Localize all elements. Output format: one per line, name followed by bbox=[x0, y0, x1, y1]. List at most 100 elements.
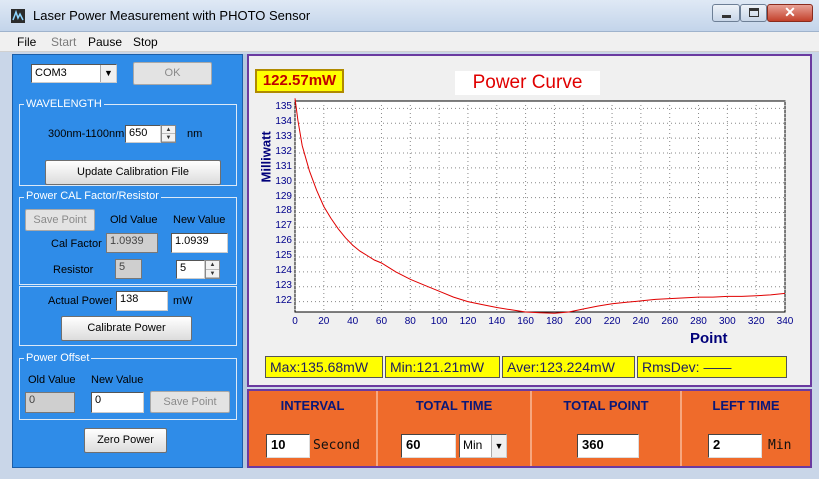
close-icon: ✕ bbox=[784, 4, 796, 20]
y-tick-label: 135 bbox=[275, 101, 292, 113]
x-tick-label: 320 bbox=[747, 316, 765, 327]
y-tick-label: 134 bbox=[275, 116, 292, 128]
interval-input[interactable]: 10 bbox=[266, 434, 310, 458]
stat-min: Min:121.21mW bbox=[385, 356, 500, 378]
x-tick-label: 220 bbox=[603, 316, 621, 327]
minimize-icon bbox=[722, 15, 731, 18]
cal-new-value-header: New Value bbox=[173, 214, 226, 226]
x-tick-label: 80 bbox=[404, 316, 416, 327]
y-tick-label: 133 bbox=[275, 131, 292, 143]
y-tick-label: 122 bbox=[275, 294, 292, 306]
actual-power-input[interactable]: 138 bbox=[116, 291, 168, 311]
x-tick-label: 60 bbox=[375, 316, 388, 327]
wavelength-range-label: 300nm-1100nm bbox=[48, 128, 125, 140]
cal-factor-label: Cal Factor bbox=[51, 238, 102, 250]
total-time-unit-select[interactable]: Min ▼ bbox=[459, 434, 507, 458]
calibrate-power-button[interactable]: Calibrate Power bbox=[61, 316, 192, 341]
cal-factor-new-input[interactable]: 1.0939 bbox=[171, 233, 228, 253]
left-time-unit: Min bbox=[768, 438, 792, 453]
y-tick-label: 130 bbox=[275, 175, 292, 187]
power-readout: 122.57mW bbox=[255, 69, 344, 93]
stat-aver: Aver:123.224mW bbox=[502, 356, 635, 378]
app-icon bbox=[11, 9, 25, 23]
interval-header: INTERVAL bbox=[280, 398, 345, 413]
column-divider bbox=[530, 391, 532, 466]
menu-bar bbox=[0, 32, 819, 52]
y-tick-label: 129 bbox=[275, 190, 292, 202]
zero-power-button[interactable]: Zero Power bbox=[84, 428, 167, 453]
x-tick-label: 260 bbox=[661, 316, 679, 327]
x-tick-label: 300 bbox=[719, 316, 736, 327]
maximize-icon bbox=[749, 8, 759, 17]
cal-old-value-header: Old Value bbox=[110, 214, 158, 226]
left-time-header: LEFT TIME bbox=[712, 398, 780, 413]
offset-save-point-button[interactable]: Save Point bbox=[150, 391, 230, 413]
resistor-spinner[interactable]: ▲ ▼ bbox=[205, 260, 220, 279]
x-tick-label: 40 bbox=[347, 316, 359, 327]
y-tick-label: 126 bbox=[275, 235, 292, 247]
cal-save-point-button[interactable]: Save Point bbox=[25, 209, 95, 231]
y-tick-label: 132 bbox=[275, 146, 292, 157]
power-offset-group-label: Power Offset bbox=[24, 352, 92, 364]
total-time-input[interactable]: 60 bbox=[401, 434, 456, 458]
offset-new-value-header: New Value bbox=[91, 374, 144, 386]
offset-old-value-header: Old Value bbox=[28, 374, 76, 386]
wavelength-spinner[interactable]: ▲ ▼ bbox=[161, 125, 176, 143]
menu-stop[interactable]: Stop bbox=[133, 35, 158, 49]
x-tick-label: 160 bbox=[517, 316, 534, 327]
offset-old-value: 0 bbox=[25, 392, 75, 413]
x-tick-label: 140 bbox=[488, 316, 506, 327]
panel-divider bbox=[243, 54, 247, 468]
maximize-button[interactable] bbox=[740, 4, 767, 22]
ok-button[interactable]: OK bbox=[133, 62, 212, 85]
actual-power-group bbox=[19, 286, 237, 346]
spin-up-icon[interactable]: ▲ bbox=[162, 126, 175, 134]
x-tick-label: 240 bbox=[632, 316, 650, 327]
close-button[interactable]: ✕ bbox=[767, 4, 813, 22]
x-tick-label: 0 bbox=[292, 316, 298, 327]
update-calibration-button[interactable]: Update Calibration File bbox=[45, 160, 221, 185]
x-tick-label: 280 bbox=[690, 316, 707, 327]
x-axis-label: Point bbox=[690, 330, 728, 347]
total-time-header: TOTAL TIME bbox=[415, 398, 493, 413]
offset-new-input[interactable]: 0 bbox=[91, 392, 144, 413]
wavelength-group bbox=[19, 104, 237, 186]
x-tick-label: 340 bbox=[776, 316, 794, 327]
power-cal-group-label: Power CAL Factor/Resistor bbox=[24, 190, 161, 202]
y-tick-label: 127 bbox=[275, 220, 292, 232]
total-point-input[interactable]: 360 bbox=[577, 434, 639, 458]
x-tick-label: 200 bbox=[574, 316, 592, 327]
x-tick-label: 20 bbox=[318, 316, 330, 327]
y-tick-label: 123 bbox=[275, 279, 292, 291]
x-tick-label: 100 bbox=[430, 316, 448, 327]
menu-start[interactable]: Start bbox=[51, 35, 77, 49]
total-time-unit-value: Min bbox=[463, 438, 483, 452]
chevron-down-icon[interactable]: ▼ bbox=[491, 435, 506, 457]
port-select[interactable]: COM3 ▼ bbox=[31, 64, 117, 83]
column-divider bbox=[376, 391, 378, 466]
chevron-down-icon[interactable]: ▼ bbox=[100, 65, 116, 82]
interval-unit: Second bbox=[313, 438, 360, 453]
power-offset-group bbox=[19, 358, 237, 420]
actual-power-label: Actual Power bbox=[48, 295, 113, 307]
port-select-value: COM3 bbox=[35, 67, 67, 79]
menu-file[interactable]: File bbox=[17, 35, 37, 49]
x-tick-label: 180 bbox=[546, 316, 563, 327]
y-tick-label: 128 bbox=[275, 205, 292, 217]
resistor-new-input[interactable]: 5 bbox=[176, 260, 205, 279]
spin-down-icon[interactable]: ▼ bbox=[206, 270, 219, 278]
x-tick-label: 120 bbox=[459, 316, 477, 327]
title-bar bbox=[0, 0, 819, 32]
left-time-input[interactable]: 2 bbox=[708, 434, 762, 458]
wavelength-group-label: WAVELENGTH bbox=[24, 98, 104, 110]
menu-pause[interactable]: Pause bbox=[88, 35, 123, 49]
wavelength-input[interactable]: 650 bbox=[125, 125, 161, 143]
cal-factor-old: 1.0939 bbox=[106, 233, 158, 253]
spin-down-icon[interactable]: ▼ bbox=[162, 134, 175, 142]
spin-up-icon[interactable]: ▲ bbox=[206, 261, 219, 270]
column-divider bbox=[680, 391, 682, 466]
stat-max: Max:135.68mW bbox=[265, 356, 383, 378]
stat-rmsdev: RmsDev: —— bbox=[637, 356, 787, 378]
actual-power-unit: mW bbox=[173, 295, 193, 307]
minimize-button[interactable] bbox=[712, 4, 740, 22]
